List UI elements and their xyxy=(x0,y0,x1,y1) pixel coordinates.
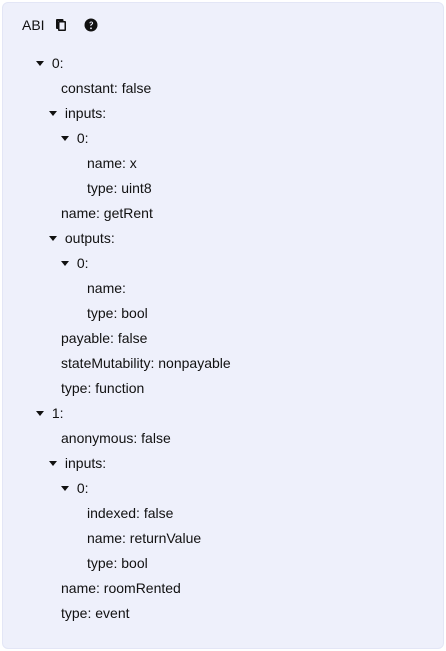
tree-node-inputs-event[interactable]: inputs: xyxy=(49,454,106,472)
tree-node-1[interactable]: 1: xyxy=(36,404,64,422)
tree-leaf-type: type: function xyxy=(61,380,145,396)
tree-leaf-indexed: indexed: false xyxy=(87,505,174,521)
tree-leaf-stateMutability: stateMutability: nonpayable xyxy=(61,355,231,371)
tree-leaf-output-name: name: xyxy=(87,280,126,296)
tree-node-label-inputs-0: 0: xyxy=(76,130,89,146)
tree-node-inputs[interactable]: inputs: xyxy=(49,104,106,122)
expand-toggle-0[interactable] xyxy=(36,61,48,68)
tree-node-label-inputs: inputs: xyxy=(64,105,107,121)
chevron-down-icon xyxy=(36,411,44,416)
tree-node-inputs-event-0[interactable]: 0: xyxy=(61,479,89,497)
help-icon[interactable] xyxy=(83,17,99,33)
expand-toggle-1[interactable] xyxy=(36,411,48,418)
expand-toggle-outputs-0[interactable] xyxy=(61,261,73,268)
tree-leaf-input-name: name: x xyxy=(87,155,137,171)
tree-node-outputs[interactable]: outputs: xyxy=(49,229,115,247)
copy-icon[interactable] xyxy=(53,17,69,33)
abi-title: ABI xyxy=(22,17,45,33)
chevron-down-icon xyxy=(49,461,57,466)
chevron-down-icon xyxy=(61,486,69,491)
tree-leaf-event-input-type: type: bool xyxy=(87,555,148,571)
tree-leaf-input-type: type: uint8 xyxy=(87,180,152,196)
tree-node-0[interactable]: 0: xyxy=(36,54,64,72)
tree-leaf-event-name: name: roomRented xyxy=(61,580,181,596)
chevron-down-icon xyxy=(49,236,57,241)
tree-node-label-inputs-event: inputs: xyxy=(64,455,107,471)
chevron-down-icon xyxy=(61,261,69,266)
tree-node-label-1: 1: xyxy=(51,405,64,421)
abi-tree: 0: constant: false inputs: 0: name: x ty… xyxy=(3,3,443,648)
tree-node-label-inputs-event-0: 0: xyxy=(76,480,89,496)
expand-toggle-inputs-0[interactable] xyxy=(61,136,73,143)
tree-leaf-output-type: type: bool xyxy=(87,305,148,321)
tree-node-inputs-0[interactable]: 0: xyxy=(61,129,89,147)
tree-leaf-name: name: getRent xyxy=(61,205,153,221)
abi-header: ABI xyxy=(22,13,99,37)
tree-leaf-event-input-name: name: returnValue xyxy=(87,530,202,546)
tree-node-label-outputs-0: 0: xyxy=(76,255,89,271)
tree-leaf-constant: constant: false xyxy=(61,80,152,96)
tree-node-outputs-0[interactable]: 0: xyxy=(61,254,89,272)
tree-node-label-0: 0: xyxy=(51,55,64,71)
tree-leaf-anonymous: anonymous: false xyxy=(61,430,171,446)
expand-toggle-inputs[interactable] xyxy=(49,111,61,118)
expand-toggle-outputs[interactable] xyxy=(49,236,61,243)
chevron-down-icon xyxy=(61,136,69,141)
tree-leaf-payable: payable: false xyxy=(61,330,148,346)
tree-node-label-outputs: outputs: xyxy=(64,230,115,246)
chevron-down-icon xyxy=(49,111,57,116)
expand-toggle-inputs-event-0[interactable] xyxy=(61,486,73,493)
tree-leaf-event-type: type: event xyxy=(61,605,130,621)
expand-toggle-inputs-event[interactable] xyxy=(49,461,61,468)
chevron-down-icon xyxy=(36,61,44,66)
